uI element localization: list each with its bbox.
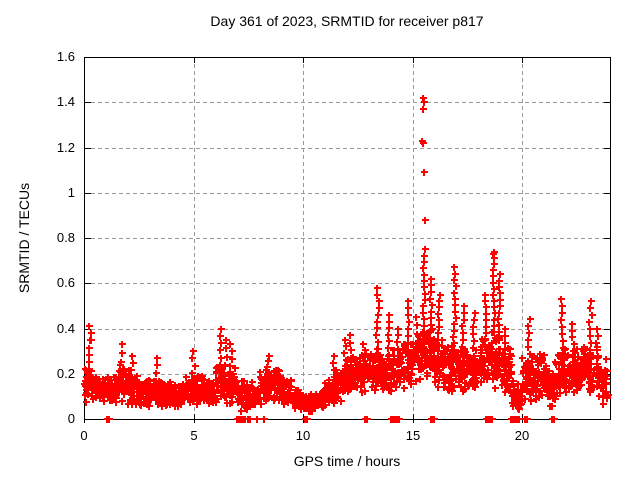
svg-text:0: 0: [68, 411, 75, 426]
svg-text:1.4: 1.4: [57, 94, 75, 109]
svg-text:20: 20: [515, 428, 529, 443]
svg-text:1.2: 1.2: [57, 140, 75, 155]
svg-text:0.8: 0.8: [57, 230, 75, 245]
chart-title: Day 361 of 2023, SRMTID for receiver p81…: [210, 13, 484, 29]
svg-text:0.6: 0.6: [57, 275, 75, 290]
svg-text:0: 0: [80, 428, 87, 443]
svg-text:0.4: 0.4: [57, 321, 75, 336]
svg-text:5: 5: [190, 428, 197, 443]
svg-text:15: 15: [406, 428, 420, 443]
x-axis-label: GPS time / hours: [293, 453, 401, 469]
svg-text:1: 1: [68, 185, 75, 200]
svg-text:10: 10: [296, 428, 310, 443]
svg-text:0.2: 0.2: [57, 366, 75, 381]
svg-text:1.6: 1.6: [57, 49, 75, 64]
